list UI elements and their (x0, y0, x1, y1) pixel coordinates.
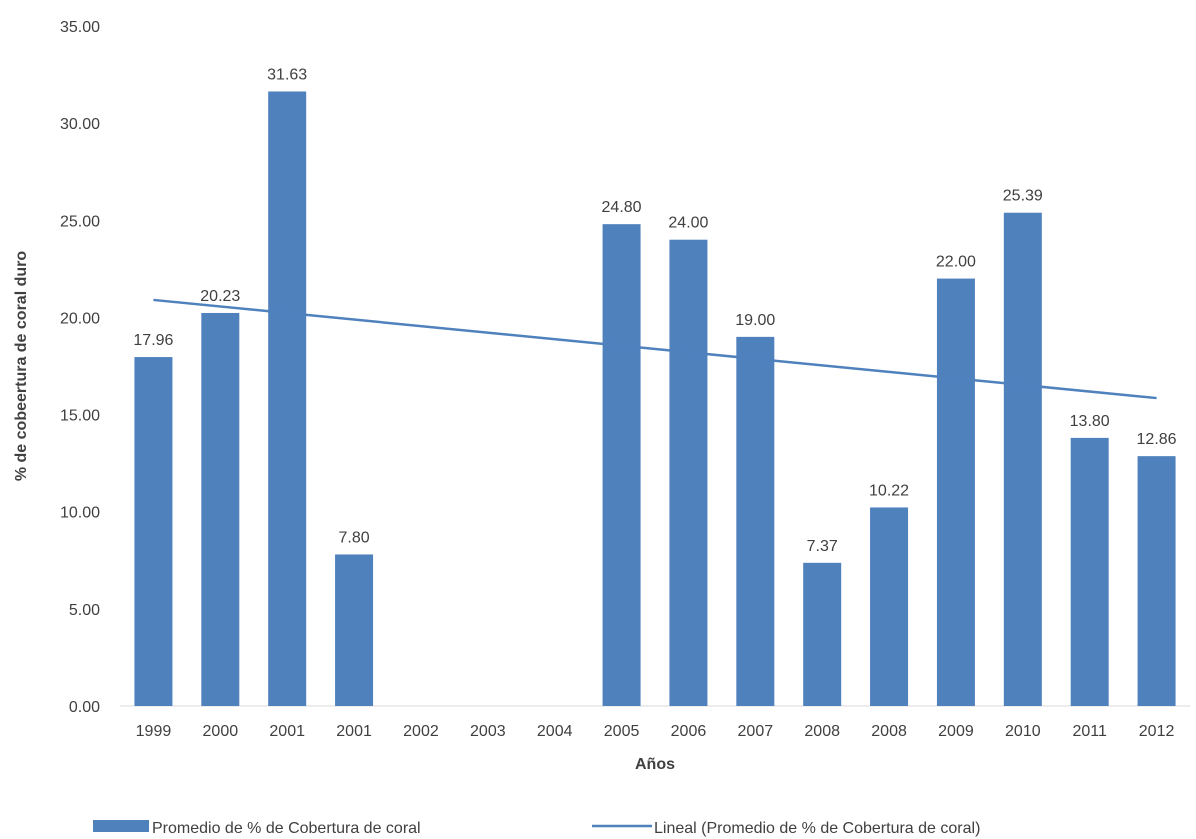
data-label: 20.23 (200, 288, 240, 305)
x-axis-title: Años (635, 756, 675, 773)
y-axis-title: % de cobeertura de coral duro (13, 251, 30, 482)
data-label: 10.22 (869, 482, 909, 499)
y-tick-label: 20.00 (60, 310, 100, 327)
data-label: 19.00 (735, 312, 775, 329)
bar (1070, 437, 1109, 706)
x-tick-label: 2000 (203, 723, 239, 740)
x-tick-label: 1999 (136, 723, 172, 740)
data-label: 17.96 (133, 332, 173, 349)
bar (803, 562, 842, 706)
y-axis-ticks: 0.00 5.00 10.00 15.00 20.00 25.00 30.00 35.00 (60, 19, 100, 716)
x-tick-label: 2007 (738, 723, 774, 740)
data-label: 24.80 (602, 199, 642, 216)
bar (870, 507, 909, 706)
legend: Promedio de % de Cobertura de coral Line… (93, 820, 980, 837)
x-tick-label: 2001 (269, 723, 305, 740)
bar (1003, 212, 1042, 707)
bar-series (134, 91, 1176, 707)
bar (201, 312, 240, 706)
bar (669, 239, 708, 706)
x-tick-label: 2003 (470, 723, 506, 740)
data-label: 31.63 (267, 66, 307, 83)
x-tick-label: 2002 (403, 723, 439, 740)
data-labels: 17.96 20.23 31.63 7.80 24.80 24.00 19.00 7.37 10… (133, 66, 1176, 554)
legend-bar-label: Promedio de % de Cobertura de coral (152, 820, 421, 837)
legend-bar-swatch (93, 820, 149, 832)
data-label: 7.37 (807, 538, 838, 555)
x-tick-label: 2011 (1072, 723, 1107, 740)
y-tick-label: 30.00 (60, 116, 100, 133)
bar (134, 357, 173, 706)
data-label: 7.80 (338, 529, 369, 546)
x-tick-label: 2012 (1139, 723, 1175, 740)
y-tick-label: 0.00 (69, 699, 100, 716)
data-label: 22.00 (936, 254, 976, 271)
y-tick-label: 5.00 (69, 602, 100, 619)
x-tick-label: 2001 (336, 723, 372, 740)
x-tick-label: 2008 (871, 723, 907, 740)
x-tick-label: 2009 (938, 723, 974, 740)
data-label: 24.00 (668, 215, 708, 232)
y-tick-label: 25.00 (60, 213, 100, 230)
bar (602, 224, 641, 706)
data-label: 12.86 (1137, 431, 1177, 448)
bar (936, 278, 975, 706)
x-tick-label: 2008 (804, 723, 840, 740)
bar (268, 91, 307, 706)
y-tick-label: 15.00 (60, 408, 100, 425)
y-tick-label: 10.00 (60, 505, 100, 522)
bar (1137, 456, 1176, 706)
y-tick-label: 35.00 (60, 19, 100, 36)
legend-trendline-label: Lineal (Promedio de % de Cobertura de co… (654, 820, 980, 837)
data-label: 13.80 (1070, 413, 1110, 430)
x-tick-label: 2004 (537, 723, 573, 740)
x-tick-label: 2005 (604, 723, 640, 740)
bar (335, 554, 374, 706)
x-tick-label: 2010 (1005, 723, 1041, 740)
x-tick-label: 2006 (671, 723, 707, 740)
data-label: 25.39 (1003, 188, 1043, 205)
trendline (153, 298, 1157, 400)
x-axis-ticks: 1999 2000 2001 2001 2002 2003 2004 2005 2006 2007… (136, 723, 1175, 740)
bar (736, 336, 775, 706)
